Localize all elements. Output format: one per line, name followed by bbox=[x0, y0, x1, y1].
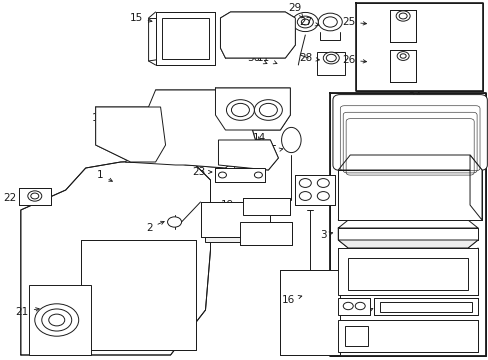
Polygon shape bbox=[200, 202, 270, 237]
Text: 14: 14 bbox=[253, 133, 266, 143]
Polygon shape bbox=[218, 140, 278, 170]
Circle shape bbox=[395, 11, 409, 21]
Circle shape bbox=[396, 51, 408, 60]
Text: 15: 15 bbox=[129, 13, 152, 23]
Circle shape bbox=[49, 314, 64, 326]
Polygon shape bbox=[389, 10, 415, 42]
Circle shape bbox=[301, 19, 309, 25]
Polygon shape bbox=[205, 207, 268, 242]
Text: 27: 27 bbox=[299, 17, 318, 27]
Text: 1: 1 bbox=[97, 170, 112, 181]
Text: 19: 19 bbox=[221, 200, 240, 210]
Polygon shape bbox=[240, 222, 292, 245]
Text: 9: 9 bbox=[359, 308, 372, 318]
Circle shape bbox=[297, 16, 313, 28]
Polygon shape bbox=[200, 202, 270, 237]
Polygon shape bbox=[161, 18, 209, 59]
Circle shape bbox=[354, 302, 365, 310]
Circle shape bbox=[323, 52, 339, 64]
Text: 30: 30 bbox=[247, 53, 266, 64]
Circle shape bbox=[259, 103, 277, 117]
Polygon shape bbox=[389, 50, 415, 82]
Polygon shape bbox=[329, 93, 485, 356]
Polygon shape bbox=[338, 248, 477, 295]
Text: 24: 24 bbox=[407, 92, 421, 102]
Text: 25: 25 bbox=[341, 17, 366, 27]
Circle shape bbox=[167, 217, 181, 227]
Circle shape bbox=[325, 54, 336, 62]
Text: 4: 4 bbox=[365, 123, 382, 134]
Polygon shape bbox=[347, 258, 467, 290]
Text: 22: 22 bbox=[3, 193, 27, 203]
Circle shape bbox=[398, 13, 407, 19]
Text: 29: 29 bbox=[288, 3, 303, 18]
Polygon shape bbox=[469, 155, 481, 220]
Text: 21: 21 bbox=[16, 307, 39, 317]
Text: 6: 6 bbox=[371, 205, 386, 215]
Circle shape bbox=[254, 172, 262, 178]
Polygon shape bbox=[215, 88, 290, 130]
Text: 26: 26 bbox=[341, 55, 366, 65]
Polygon shape bbox=[29, 285, 90, 355]
Text: 16: 16 bbox=[282, 295, 301, 305]
Circle shape bbox=[218, 172, 226, 178]
Circle shape bbox=[343, 302, 352, 310]
Polygon shape bbox=[155, 12, 215, 65]
FancyBboxPatch shape bbox=[332, 95, 487, 170]
Polygon shape bbox=[96, 107, 165, 162]
Circle shape bbox=[299, 192, 311, 201]
Text: 11: 11 bbox=[257, 53, 276, 64]
Polygon shape bbox=[338, 155, 481, 170]
Polygon shape bbox=[355, 3, 482, 91]
Text: 7: 7 bbox=[361, 237, 376, 247]
Polygon shape bbox=[295, 175, 335, 205]
Polygon shape bbox=[373, 298, 477, 315]
Circle shape bbox=[318, 13, 342, 31]
Text: 23: 23 bbox=[192, 167, 211, 177]
Polygon shape bbox=[220, 12, 295, 58]
Circle shape bbox=[35, 304, 79, 336]
Polygon shape bbox=[215, 168, 265, 182]
Text: 20: 20 bbox=[215, 230, 237, 240]
Circle shape bbox=[299, 179, 311, 188]
Polygon shape bbox=[338, 228, 477, 240]
Polygon shape bbox=[345, 326, 367, 346]
Text: 10: 10 bbox=[224, 209, 237, 223]
Polygon shape bbox=[125, 90, 255, 168]
Circle shape bbox=[41, 309, 72, 331]
Polygon shape bbox=[338, 298, 369, 315]
Circle shape bbox=[317, 179, 328, 188]
Text: 13: 13 bbox=[235, 118, 254, 128]
Text: 12: 12 bbox=[91, 113, 112, 123]
Polygon shape bbox=[317, 52, 345, 75]
Polygon shape bbox=[81, 240, 195, 350]
Circle shape bbox=[28, 191, 41, 201]
Circle shape bbox=[226, 100, 254, 120]
Text: 8: 8 bbox=[356, 267, 370, 277]
Polygon shape bbox=[338, 320, 477, 352]
Text: 17: 17 bbox=[312, 193, 331, 203]
Circle shape bbox=[323, 17, 337, 27]
Circle shape bbox=[231, 103, 249, 117]
Ellipse shape bbox=[281, 127, 301, 153]
Polygon shape bbox=[338, 240, 477, 248]
Text: 5: 5 bbox=[467, 186, 481, 196]
Polygon shape bbox=[379, 302, 471, 312]
Circle shape bbox=[254, 100, 282, 120]
Polygon shape bbox=[338, 170, 481, 220]
Circle shape bbox=[399, 54, 406, 58]
Polygon shape bbox=[243, 198, 290, 215]
Text: 3: 3 bbox=[319, 230, 332, 240]
Polygon shape bbox=[21, 160, 210, 355]
Circle shape bbox=[317, 192, 328, 201]
Circle shape bbox=[292, 13, 318, 32]
Polygon shape bbox=[280, 270, 340, 355]
Polygon shape bbox=[19, 188, 51, 205]
Text: 2: 2 bbox=[145, 221, 164, 233]
Circle shape bbox=[31, 193, 39, 199]
Text: 18: 18 bbox=[263, 147, 282, 157]
Text: 28: 28 bbox=[299, 53, 319, 63]
